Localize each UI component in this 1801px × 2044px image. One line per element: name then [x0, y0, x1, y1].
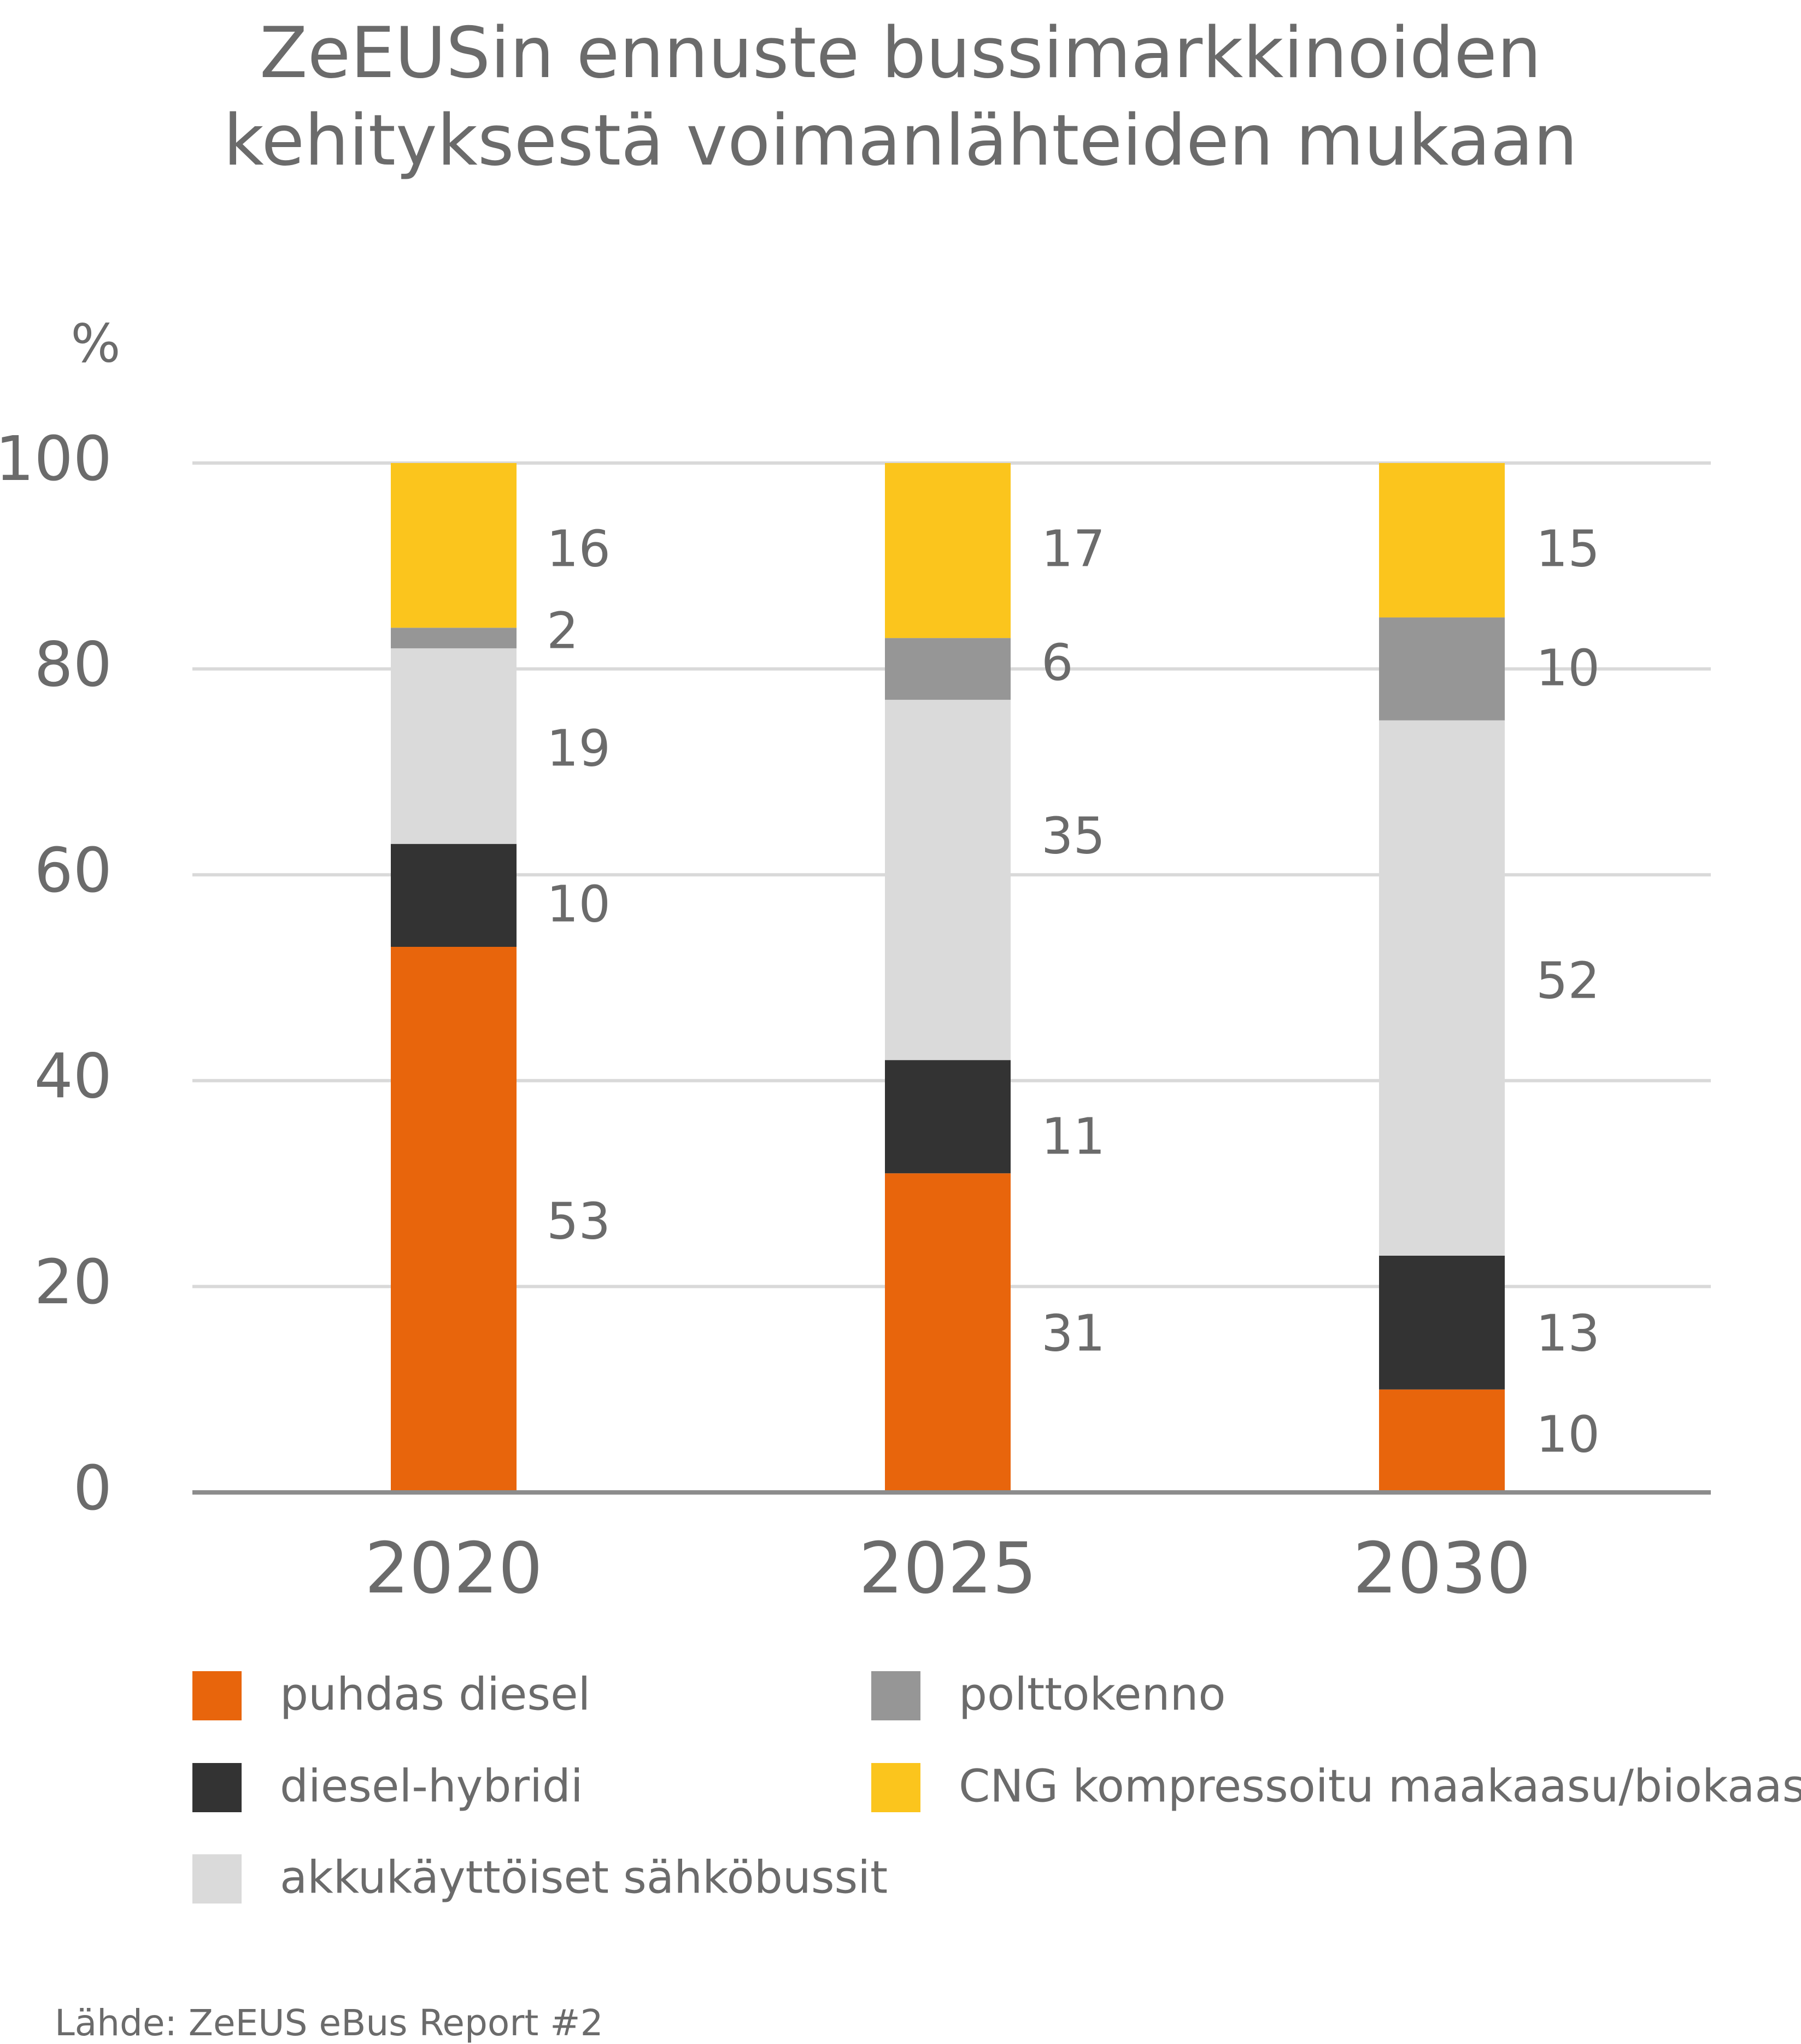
y-tick-label-80: 80 [34, 629, 112, 700]
chart-title-line-1: ZeEUSin ennuste bussimarkkinoiden [259, 13, 1542, 94]
bar-2025-series-1 [885, 1060, 1011, 1174]
legend-swatch-3 [871, 1671, 920, 1720]
legend-swatch-1 [192, 1763, 242, 1812]
bar-2020-series-0 [391, 947, 517, 1492]
source-note: Lähde: ZeEUS eBus Report #2 [55, 2002, 603, 2044]
bar-2030-series-4 [1379, 463, 1505, 618]
bar-2025-series-2 [885, 700, 1011, 1061]
chart-title-line-2: kehityksestä voimanlähteiden mukaan [223, 100, 1578, 181]
x-tick-label-2030: 2030 [1353, 1528, 1531, 1609]
value-label-2025-series-3: 6 [1041, 633, 1073, 692]
y-tick-label-60: 60 [34, 835, 112, 906]
bar-2020-series-2 [391, 648, 517, 844]
value-label-2020-series-2: 19 [547, 719, 611, 777]
bar-2030-series-2 [1379, 720, 1505, 1256]
value-label-2025-series-0: 31 [1041, 1304, 1105, 1362]
legend-label-0: puhdas diesel [280, 1668, 590, 1720]
y-axis-label: % [71, 313, 120, 374]
bar-2025-series-4 [885, 463, 1011, 639]
x-tick-label-2025: 2025 [859, 1528, 1037, 1609]
bar-2030-series-1 [1379, 1255, 1505, 1390]
legend-label-1: diesel-hybridi [280, 1760, 583, 1812]
value-label-2020-series-3: 2 [547, 601, 579, 660]
value-label-2030-series-3: 10 [1536, 639, 1600, 697]
value-label-2030-series-1: 13 [1536, 1304, 1600, 1362]
value-label-2020-series-4: 16 [547, 519, 611, 578]
bar-2025-series-3 [885, 638, 1011, 700]
y-tick-label-0: 0 [73, 1453, 112, 1524]
legend-label-3: polttokenno [959, 1668, 1226, 1720]
bar-2020-series-4 [391, 463, 517, 628]
value-label-2025-series-1: 11 [1041, 1107, 1105, 1166]
legend-swatch-2 [192, 1854, 242, 1904]
y-tick-label-40: 40 [34, 1041, 112, 1112]
bar-2025-series-0 [885, 1173, 1011, 1492]
bar-2020-series-3 [391, 628, 517, 648]
bar-2030-series-3 [1379, 617, 1505, 721]
value-label-2030-series-2: 52 [1536, 951, 1600, 1010]
value-label-2025-series-2: 35 [1041, 806, 1105, 865]
bar-2020-series-1 [391, 844, 517, 947]
value-label-2030-series-4: 15 [1536, 519, 1600, 578]
value-label-2020-series-0: 53 [547, 1192, 611, 1250]
legend-swatch-0 [192, 1671, 242, 1720]
legend-label-4: CNG kompressoitu maakaasu/biokaasu [959, 1760, 1801, 1812]
x-tick-label-2020: 2020 [365, 1528, 543, 1609]
legend-swatch-4 [871, 1763, 920, 1812]
bar-2030-series-0 [1379, 1389, 1505, 1492]
value-label-2025-series-4: 17 [1041, 519, 1105, 578]
value-label-2020-series-1: 10 [547, 875, 611, 933]
y-tick-label-100: 100 [0, 424, 112, 495]
value-label-2030-series-0: 10 [1536, 1405, 1600, 1463]
y-tick-label-20: 20 [34, 1247, 112, 1318]
legend-label-2: akkukäyttöiset sähköbussit [280, 1852, 888, 1904]
